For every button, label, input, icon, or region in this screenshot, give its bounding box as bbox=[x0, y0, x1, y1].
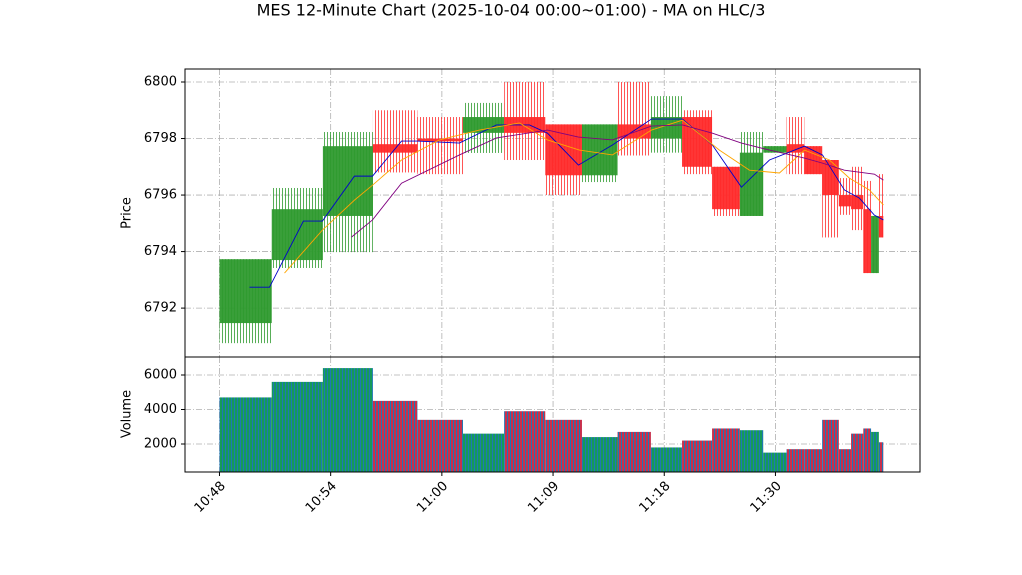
volume-tick-label: 2000 bbox=[144, 436, 177, 451]
volume-bar bbox=[545, 419, 582, 472]
candle-body bbox=[219, 259, 272, 324]
y-tick-label: 6798 bbox=[144, 131, 177, 146]
y-axis-label: Price bbox=[120, 197, 135, 229]
y-tick-label: 6794 bbox=[144, 244, 177, 259]
candle-body bbox=[322, 146, 373, 216]
volume-bar bbox=[504, 411, 546, 472]
volume-bar bbox=[822, 419, 839, 472]
volume-bar bbox=[804, 449, 823, 472]
volume-bar bbox=[462, 433, 505, 472]
candle-wick bbox=[417, 117, 463, 175]
volume-axis-label: Volume bbox=[120, 390, 135, 438]
candle-body bbox=[581, 124, 618, 176]
volume-bar bbox=[219, 397, 272, 472]
candle-body bbox=[271, 209, 323, 261]
candle-body bbox=[763, 146, 787, 153]
volume-bar bbox=[271, 381, 323, 472]
volume-bar bbox=[617, 431, 651, 472]
y-tick-label: 6796 bbox=[144, 188, 177, 203]
candle-body bbox=[838, 195, 852, 207]
volume-bar bbox=[863, 428, 872, 472]
x-tick-label: 11:00 bbox=[414, 479, 451, 516]
candle-body bbox=[712, 166, 740, 210]
volume-bar bbox=[417, 419, 463, 472]
y-tick-label: 6792 bbox=[144, 301, 177, 316]
candle-body bbox=[786, 144, 805, 153]
x-tick-label: 10:54 bbox=[303, 479, 340, 516]
volume-bar bbox=[786, 449, 805, 472]
volume-bar bbox=[871, 431, 879, 472]
volume-frame bbox=[184, 356, 921, 473]
candle-body bbox=[878, 215, 884, 238]
volume-bar bbox=[838, 449, 852, 472]
volume-bar bbox=[650, 447, 683, 472]
volume-bar bbox=[372, 400, 418, 472]
volume-bar bbox=[739, 430, 764, 472]
candle-body bbox=[822, 160, 839, 196]
volume-bar bbox=[763, 452, 787, 472]
y-tick-label: 6800 bbox=[144, 75, 177, 90]
candle-wick bbox=[878, 174, 884, 238]
volume-bar bbox=[581, 437, 618, 472]
ma-line bbox=[284, 119, 884, 274]
x-tick-label: 11:09 bbox=[525, 479, 562, 516]
volume-bar bbox=[851, 433, 864, 472]
x-tick-label: 11:30 bbox=[748, 479, 785, 516]
x-tick-label: 10:48 bbox=[192, 479, 229, 516]
ma-line bbox=[249, 118, 884, 288]
candle-body bbox=[871, 215, 879, 274]
volume-tick-label: 4000 bbox=[144, 402, 177, 417]
volume-bar bbox=[682, 440, 713, 472]
volume-tick-label: 6000 bbox=[144, 367, 177, 382]
volume-bar bbox=[322, 368, 373, 472]
volume-bar bbox=[712, 428, 740, 472]
candle-body bbox=[462, 117, 505, 133]
volume-bar bbox=[878, 442, 884, 472]
ma-line bbox=[351, 124, 884, 238]
x-tick-label: 11:18 bbox=[636, 479, 673, 516]
chart-title: MES 12-Minute Chart (2025-10-04 00:00~01… bbox=[257, 1, 766, 20]
candle-body bbox=[650, 117, 683, 139]
candle-body bbox=[739, 152, 764, 216]
candle-body bbox=[682, 117, 713, 167]
candle-wick bbox=[617, 82, 651, 156]
candle-body bbox=[863, 209, 872, 274]
